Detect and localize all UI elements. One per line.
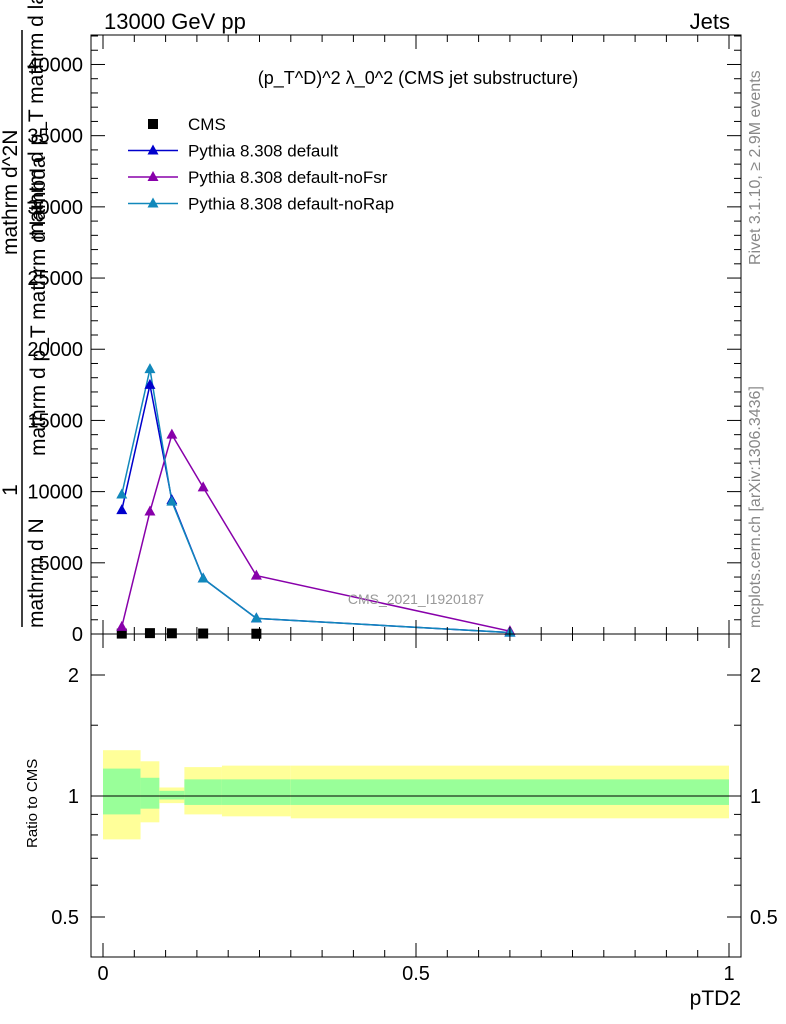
- header-left: 13000 GeV pp: [104, 9, 246, 34]
- x-tick-label: 1: [723, 963, 734, 985]
- y-tick-label: 10000: [27, 482, 83, 504]
- y-tick-label: 40000: [27, 54, 83, 76]
- y-tick-label: 30000: [27, 197, 83, 219]
- cms-data-point: [144, 628, 155, 639]
- legend-marker-cms: [148, 119, 158, 129]
- series-2-point: [116, 620, 128, 631]
- series-line-3: [121, 369, 510, 634]
- y-axis-title-part: 1: [0, 484, 22, 496]
- y-tick-label: 0: [72, 624, 83, 646]
- y-axis-title-part: mathrm d^2N: [0, 130, 22, 255]
- legend-marker: [147, 144, 159, 155]
- legend: CMS Pythia 8.308 default Pythia 8.308 defa…: [128, 115, 394, 214]
- y-tick-label: 35000: [27, 126, 83, 148]
- legend-marker: [147, 171, 159, 181]
- main-y-axis-title: 1 mathrm d N mathrm d p_T mathrm d lambdam…: [0, 0, 50, 628]
- series-2-point: [166, 428, 178, 439]
- series-line-2: [121, 432, 511, 632]
- green-uncertainty-band: [221, 779, 291, 805]
- series-2-point: [250, 569, 262, 580]
- series-2-point: [144, 505, 156, 516]
- ratio-panel: 0.5 0.5 1 1 2 2 0 0.5 1 Ratio to CMS pTD2: [24, 633, 778, 1010]
- green-uncertainty-band: [140, 777, 160, 809]
- mcplots-label: mcplots.cern.ch [arXiv:1306.3436]: [747, 386, 764, 628]
- x-tick-label: 0.5: [402, 963, 430, 985]
- rivet-label: Rivet 3.1.10, ≥ 2.9M events: [747, 70, 764, 265]
- series-3-point: [250, 612, 262, 623]
- legend-entry-label: Pythia 8.308 default-noFsr: [188, 168, 388, 187]
- header-right: Jets: [690, 9, 730, 34]
- legend-entry-label: Pythia 8.308 default-noRap: [188, 195, 394, 214]
- ratio-y-tick-label-right: 0.5: [750, 907, 778, 929]
- chart-title: (p_T^D)^2 λ_0^2 (CMS jet substructure): [258, 68, 578, 89]
- ratio-y-tick-label-right: 2: [750, 665, 761, 687]
- legend-marker: [147, 197, 159, 208]
- ratio-y-tick-label-left: 0.5: [51, 907, 79, 929]
- legend-entry-label: Pythia 8.308 default: [188, 142, 339, 161]
- y-tick-label: 25000: [27, 268, 83, 290]
- y-tick-label: 5000: [39, 553, 84, 575]
- x-axis-title: pTD2: [690, 987, 741, 1010]
- series-3-point: [166, 495, 178, 506]
- ratio-y-tick-label-right: 1: [750, 786, 761, 808]
- cms-data-point: [166, 628, 177, 639]
- green-uncertainty-band: [103, 768, 141, 815]
- green-uncertainty-band: [159, 790, 185, 800]
- ratio-y-tick-label-left: 1: [68, 786, 79, 808]
- y-axis-title-part: mathrm d p_T mathrm d lambda: [27, 156, 50, 456]
- green-uncertainty-band: [290, 779, 729, 805]
- series-1-point: [144, 378, 156, 389]
- series-3-point: [197, 572, 209, 583]
- y-tick-label: 15000: [27, 410, 83, 432]
- legend-entry-label: CMS: [188, 115, 226, 134]
- y-tick-label: 20000: [27, 339, 83, 361]
- main-panel: 0 5000 10000 15000 20000 25000 30000 35000 40000…: [0, 0, 742, 646]
- ratio-y-axis-title: Ratio to CMS: [24, 759, 41, 848]
- watermark: CMS_2021_I1920187: [348, 591, 484, 607]
- green-uncertainty-band: [184, 779, 222, 805]
- series-2-point: [197, 481, 209, 492]
- y-axis-title-part: mathrm d p_T mathrm d lambda: [25, 0, 48, 240]
- ratio-y-tick-label-left: 2: [68, 665, 79, 687]
- series-3-point: [144, 363, 156, 374]
- series-1-point: [116, 504, 128, 515]
- series-3-point: [116, 488, 128, 499]
- y-axis-title-part: mathrm d N: [25, 518, 48, 628]
- x-tick-label: 0: [97, 963, 108, 985]
